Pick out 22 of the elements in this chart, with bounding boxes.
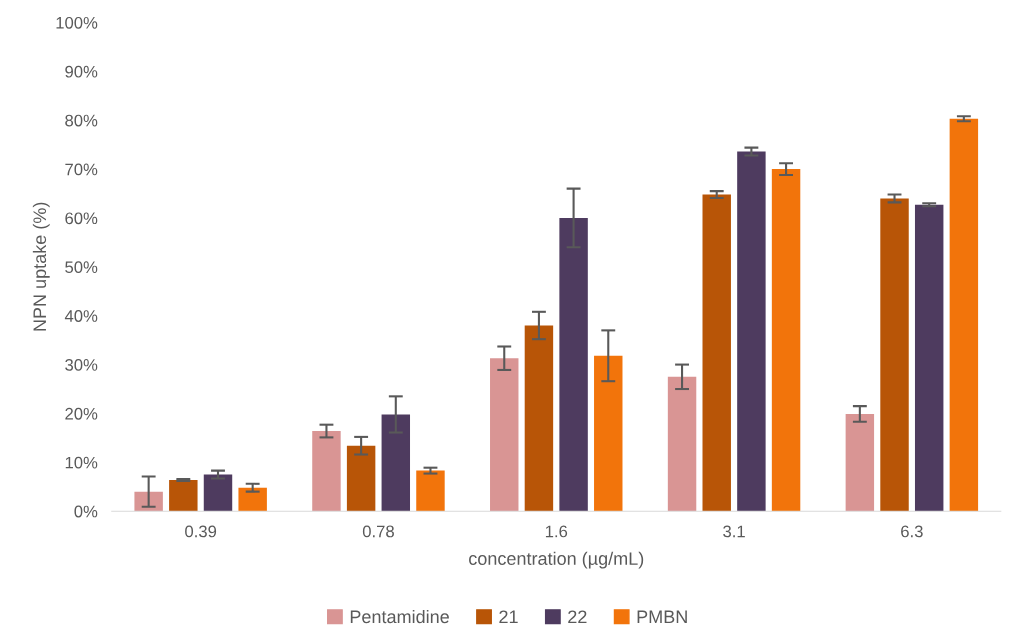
- y-tick-label: 20%: [65, 407, 98, 420]
- y-tick-label: 40%: [64, 310, 98, 322]
- legend-label: 21: [499, 610, 518, 623]
- y-tick-label: 0%: [74, 505, 98, 518]
- x-tick-label: 3.1: [723, 525, 745, 538]
- y-tick-label: 30%: [65, 358, 98, 371]
- x-tick-label: 1.6: [545, 525, 568, 538]
- y-tick-label: 10%: [65, 456, 98, 469]
- y-tick-label: 100%: [56, 16, 98, 29]
- y-tick-label: 50%: [65, 261, 98, 274]
- x-tick-label: 0.78: [362, 525, 394, 538]
- y-tick-label: 70%: [65, 163, 98, 176]
- y-tick-label: 80%: [65, 114, 98, 127]
- x-tick-label: 6.3: [901, 525, 923, 538]
- x-axis-title: concentration (µg/mL): [469, 551, 644, 569]
- x-tick-label: 0.39: [185, 525, 217, 538]
- legend-label: PMBN: [637, 610, 687, 623]
- y-tick-label: 90%: [65, 65, 98, 78]
- legend-label: 22: [568, 610, 587, 623]
- y-tick-label: 60%: [65, 212, 98, 225]
- legend-label: Pentamidine: [350, 609, 449, 624]
- y-axis-title: NPN uptake (%): [32, 202, 50, 331]
